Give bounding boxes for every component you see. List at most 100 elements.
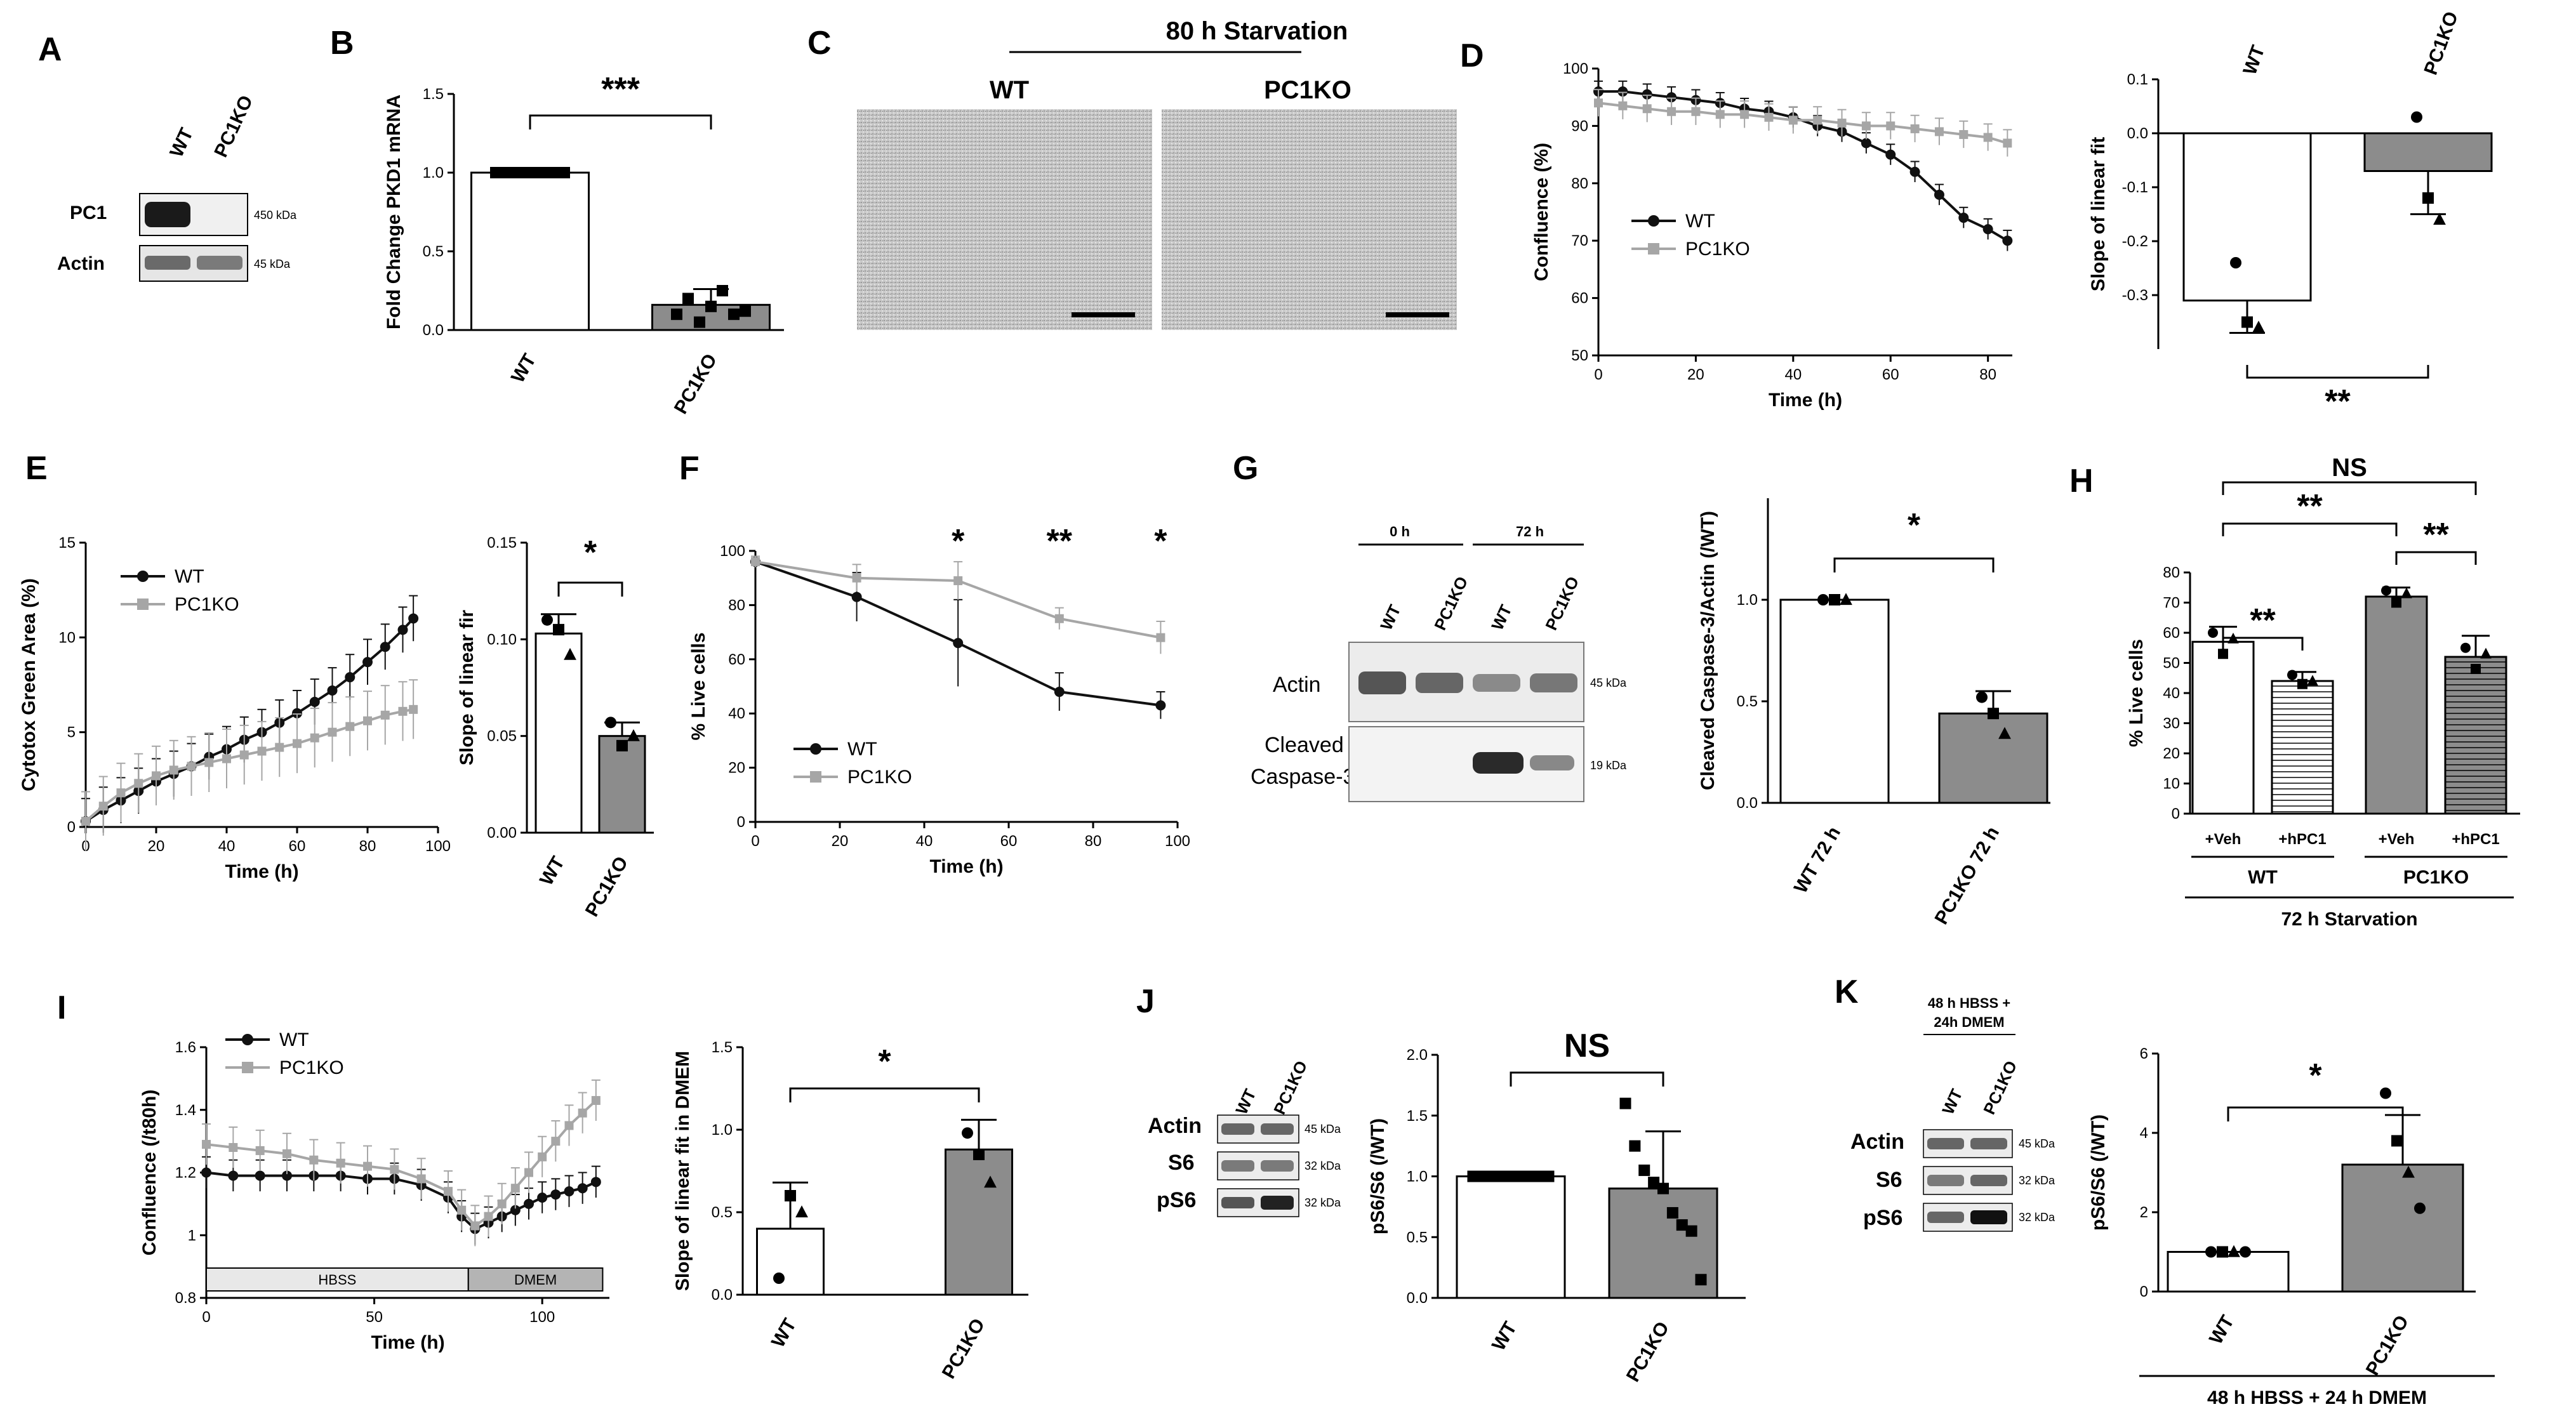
data-point: [362, 657, 373, 668]
data-point: [510, 1205, 521, 1215]
group-label: PC1KO: [2403, 867, 2469, 888]
data-point: [204, 758, 214, 767]
chart-k: 0 2 4 6 pS6/S6 (/WT) WT PC1KO * 48 h HBSS + 24 h…: [2088, 1045, 2495, 1408]
y-tick-label: 40: [2163, 685, 2180, 702]
significance-label: *: [878, 1043, 891, 1080]
x-tick-label: WT: [767, 1315, 800, 1351]
data-point: [309, 1155, 319, 1165]
blot-k-row-s6: S6: [1876, 1168, 1902, 1192]
data-point: [616, 739, 628, 751]
blot-g-band-actin-1: [1358, 671, 1406, 694]
data-point: [1715, 110, 1725, 119]
x-tick-label: PC1KO: [670, 350, 721, 418]
x-tick-label: 60: [289, 838, 306, 855]
y-tick-label: 0.8: [175, 1290, 196, 1307]
y-axis-label: Confluence (%): [1531, 143, 1552, 281]
data-point: [490, 167, 501, 178]
data-point: [682, 293, 694, 305]
data-point: [1886, 121, 1895, 131]
y-axis-label: Cytotox Green Area (%): [18, 578, 39, 791]
legend-label: PC1KO: [175, 594, 239, 615]
data-point: [1155, 700, 1166, 711]
y-axis-label: % Live cells: [2126, 639, 2147, 747]
blot-g-lane-2: PC1KO: [1430, 574, 1471, 633]
blot-k-size-ps6: 32 kDa: [2019, 1211, 2055, 1224]
data-point: [282, 1170, 292, 1181]
data-point: [1533, 1170, 1545, 1182]
panel-label-b: B: [330, 25, 354, 62]
y-tick-label: 80: [1571, 175, 1588, 192]
phase-label: HBSS: [318, 1272, 356, 1288]
x-tick-label: 100: [425, 838, 451, 855]
bar: [2167, 1251, 2290, 1293]
data-point: [2241, 316, 2253, 328]
data-point: [1514, 1170, 1526, 1182]
data-point: [275, 743, 284, 752]
x-tick-label: 0: [1594, 366, 1602, 383]
data-point: [363, 716, 372, 725]
y-tick-label: -0.1: [2122, 179, 2148, 196]
data-point: [2003, 138, 2012, 148]
micrographs-c: 80 h Starvation WT PC1KO: [857, 17, 1457, 330]
blot-g-size-caspase: 19 kDa: [1590, 759, 1627, 772]
x-tick-label: PC1KO: [1623, 1318, 1673, 1385]
blot-j-band-s6-2: [1261, 1160, 1294, 1172]
data-point: [1885, 149, 1896, 160]
x-tick-label: PC1KO: [581, 853, 632, 920]
chart-e2: 0.00 0.05 0.10 0.15 Slope of linear fir WT PC1…: [456, 534, 654, 920]
panel-label-k: K: [1835, 974, 1859, 1010]
legend-marker: [810, 743, 821, 755]
data-point: [187, 762, 196, 771]
y-tick-label: 0.05: [487, 728, 517, 745]
data-point: [2433, 213, 2446, 225]
x-tick-label: PC1KO: [2420, 9, 2462, 77]
data-point: [559, 167, 570, 178]
bar: [2271, 680, 2334, 815]
blot-k-header-2: 24h DMEM: [1934, 1014, 2004, 1030]
group-label: 72 h Starvation: [2281, 909, 2417, 930]
data-point: [550, 1189, 561, 1200]
data-point: [293, 739, 302, 748]
data-point: [1505, 1170, 1517, 1182]
data-point: [2307, 675, 2318, 686]
chart-i2: 0.0 0.5 1.0 1.5 Slope of linear fit in DMEM W…: [672, 1039, 1028, 1382]
y-tick-label: 1.0: [423, 164, 444, 182]
significance-bracket: [2246, 365, 2429, 379]
data-point: [229, 1143, 238, 1152]
group-label: WT: [2248, 867, 2278, 888]
y-axis-label: Slope of linear fit: [2088, 137, 2109, 291]
data-point: [590, 1177, 601, 1187]
y-tick-label: 0: [737, 814, 745, 831]
y-tick-label: 1.2: [175, 1165, 196, 1182]
blot-j-band-actin-2: [1261, 1123, 1294, 1135]
x-tick-label: +hPC1: [2278, 831, 2326, 848]
blot-k-band-s6-2: [1970, 1175, 2007, 1186]
blot-a-lane-pc1ko: PC1KO: [210, 92, 257, 161]
y-tick-label: 0.5: [1407, 1229, 1428, 1246]
data-point: [1629, 1140, 1641, 1152]
data-point: [345, 722, 355, 731]
bar: [598, 735, 646, 834]
data-point: [1764, 112, 1774, 122]
data-point: [564, 647, 576, 660]
series-line-pc1ko: [84, 708, 414, 823]
y-tick-label: 0.10: [487, 631, 517, 648]
blot-a-size-actin: 45 kDa: [254, 258, 291, 270]
bar: [945, 1148, 1013, 1296]
bar: [2365, 595, 2428, 815]
data-point: [1817, 594, 1829, 605]
data-point: [953, 638, 964, 649]
blot-j-band-actin-1: [1221, 1123, 1254, 1135]
y-tick-label: 1.0: [1407, 1168, 1428, 1186]
y-tick-label: 20: [2163, 745, 2180, 762]
blot-a-row-actin: Actin: [57, 253, 105, 274]
data-point: [2287, 670, 2297, 680]
data-point: [1691, 107, 1701, 116]
data-point: [327, 685, 338, 696]
data-point: [2205, 1246, 2217, 1258]
data-point: [2381, 585, 2391, 596]
x-axis-label: Time (h): [1769, 390, 1842, 411]
data-point: [2391, 597, 2401, 608]
data-point: [228, 1170, 239, 1181]
data-point: [541, 614, 553, 626]
